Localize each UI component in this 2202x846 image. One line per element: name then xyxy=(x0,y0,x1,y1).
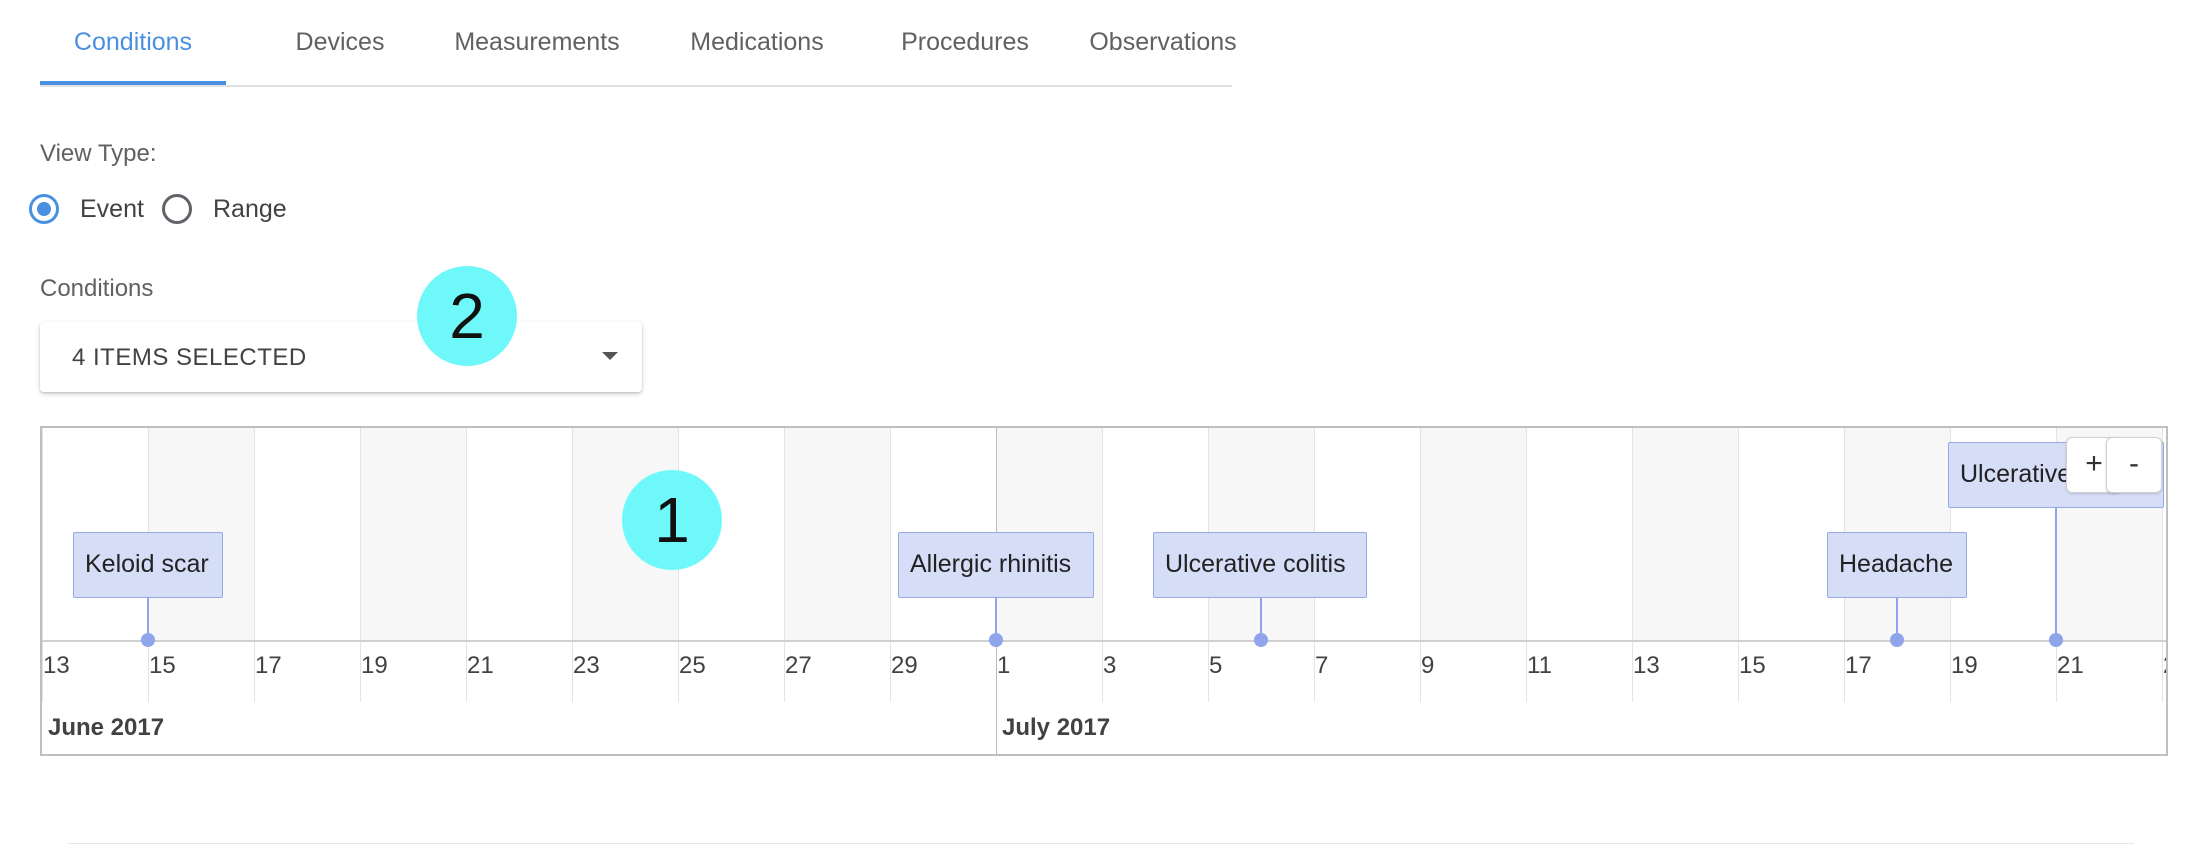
event-dot xyxy=(989,633,1003,647)
event-stem xyxy=(1260,598,1262,640)
tick-label: 1 xyxy=(997,652,1011,679)
tick-label: 5 xyxy=(1209,652,1223,679)
radio-range-label: Range xyxy=(213,195,287,223)
tab-devices[interactable]: Devices xyxy=(295,28,385,56)
event-box[interactable]: Ulcerative colitis xyxy=(1153,532,1367,598)
timeline-band xyxy=(784,428,890,640)
event-box[interactable]: Headache xyxy=(1827,532,1967,598)
grid-line xyxy=(1738,428,1739,702)
caret-down-icon xyxy=(602,352,618,360)
tick-label: 9 xyxy=(1421,652,1435,679)
grid-line xyxy=(1526,428,1527,702)
divider xyxy=(68,843,2134,844)
tab-observations[interactable]: Observations xyxy=(1089,28,1237,56)
tick-label: 25 xyxy=(679,652,706,679)
radio-range[interactable]: Range xyxy=(162,192,292,232)
active-tab-indicator xyxy=(40,81,226,85)
tick-label: 21 xyxy=(467,652,494,679)
event-stem xyxy=(1896,598,1898,640)
tick-label: 21 xyxy=(2057,652,2084,679)
event-box[interactable]: Allergic rhinitis xyxy=(898,532,1094,598)
month-label-july: July 2017 xyxy=(1002,714,1111,741)
month-label-june: June 2017 xyxy=(48,714,165,741)
tick-label: 3 xyxy=(1103,652,1117,679)
grid-line xyxy=(890,428,891,702)
event-dot xyxy=(2049,633,2063,647)
grid-line xyxy=(572,428,573,702)
zoom-out-button[interactable]: - xyxy=(2106,437,2162,493)
tab-measurements[interactable]: Measurements xyxy=(454,28,620,56)
grid-line xyxy=(784,428,785,702)
tick-label: 17 xyxy=(255,652,282,679)
grid-line xyxy=(1420,428,1421,702)
tab-medications[interactable]: Medications xyxy=(690,28,824,56)
radio-event-label: Event xyxy=(80,195,144,223)
annotation-marker-1: 1 xyxy=(622,470,722,570)
event-box[interactable]: Keloid scar xyxy=(73,532,223,598)
tick-label: 7 xyxy=(1315,652,1329,679)
tick-label: 11 xyxy=(1527,652,1552,679)
grid-line xyxy=(2162,428,2163,702)
tab-bar: Conditions Devices Measurements Medicati… xyxy=(40,0,1237,87)
radio-unchecked-icon xyxy=(162,194,192,224)
event-dot xyxy=(141,633,155,647)
tick-label: 27 xyxy=(785,652,812,679)
tick-label: 15 xyxy=(1739,652,1766,679)
grid-line xyxy=(466,428,467,702)
timeline[interactable]: 131517192123252729135791113151719212June… xyxy=(40,426,2168,756)
timeline-band xyxy=(360,428,466,640)
tick-label: 23 xyxy=(573,652,600,679)
event-dot xyxy=(1890,633,1904,647)
event-stem xyxy=(2055,508,2057,640)
grid-line xyxy=(42,428,43,702)
timeline-band xyxy=(1420,428,1526,640)
tab-conditions[interactable]: Conditions xyxy=(73,28,193,56)
grid-line xyxy=(1632,428,1633,702)
tick-label: 13 xyxy=(43,652,70,679)
annotation-marker-2: 2 xyxy=(417,266,517,366)
tick-label: 29 xyxy=(891,652,918,679)
tick-label: 19 xyxy=(1951,652,1978,679)
tick-label: 15 xyxy=(149,652,176,679)
tick-label: 13 xyxy=(1633,652,1660,679)
conditions-select-value: 4 ITEMS SELECTED xyxy=(72,344,307,371)
grid-line xyxy=(360,428,361,702)
event-stem xyxy=(147,598,149,640)
grid-line xyxy=(1102,428,1103,702)
grid-line xyxy=(254,428,255,702)
radio-event[interactable]: Event xyxy=(29,192,149,232)
tick-label: 2 xyxy=(2163,652,2166,680)
radio-checked-icon xyxy=(29,194,59,224)
timeline-band xyxy=(1632,428,1738,640)
tick-label: 17 xyxy=(1845,652,1872,679)
event-dot xyxy=(1254,633,1268,647)
tick-label: 19 xyxy=(361,652,388,679)
conditions-label: Conditions xyxy=(40,275,154,302)
event-stem xyxy=(995,598,997,640)
timeline-canvas: 131517192123252729135791113151719212June… xyxy=(42,428,2166,754)
tab-procedures[interactable]: Procedures xyxy=(901,28,1029,56)
view-type-label: View Type: xyxy=(40,140,157,167)
timeline-axis xyxy=(42,640,2166,642)
conditions-select[interactable]: 4 ITEMS SELECTED xyxy=(40,322,642,392)
